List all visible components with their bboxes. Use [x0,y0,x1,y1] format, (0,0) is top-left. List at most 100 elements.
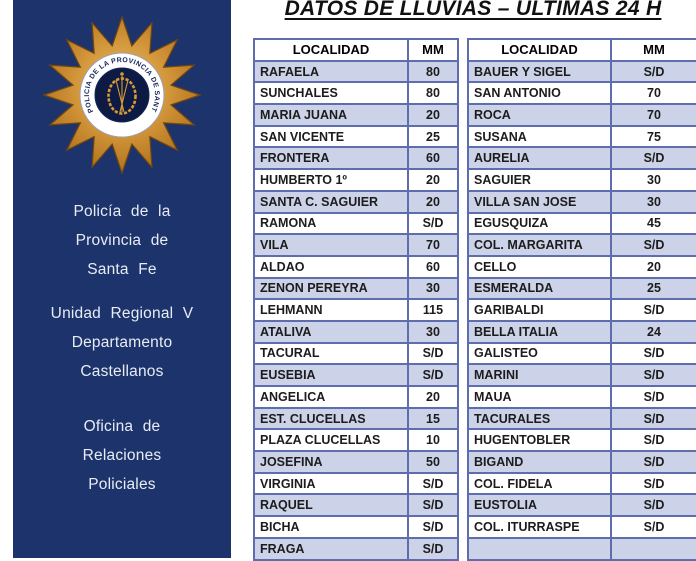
locality-cell: RAQUEL [255,495,409,518]
locality-cell: SAGUIER [469,170,612,192]
mm-cell: 20 [409,105,459,127]
unit-line: Unidad Regional V [50,305,194,322]
locality-cell: CELLO [469,256,612,279]
mm-cell: S/D [612,300,696,322]
mm-cell: S/D [612,235,696,257]
mm-cell: 20 [612,256,696,279]
mm-cell: S/D [409,365,459,387]
locality-cell: RAFAELA [255,61,409,84]
mm-cell: 30 [612,191,696,214]
mm-cell [612,538,696,561]
mm-cell: 75 [612,126,696,149]
mm-cell: S/D [409,473,459,496]
locality-cell: BAUER Y SIGEL [469,61,612,84]
locality-cell: COL. MARGARITA [469,235,612,257]
locality-cell: MARIA JUANA [255,105,409,127]
mm-cell: S/D [612,61,696,84]
locality-cell: SANTA C. SAGUIER [255,191,409,214]
mm-cell: S/D [612,473,696,496]
mm-cell: 70 [409,235,459,257]
mm-cell: 30 [409,321,459,344]
unit-line: Castellanos [80,363,164,380]
mm-cell: S/D [612,430,696,453]
locality-cell: GARIBALDI [469,300,612,322]
locality-cell: RAMONA [255,213,409,236]
column-header: MM [612,40,696,62]
mm-cell: S/D [409,538,459,561]
office-line: Policiales [88,476,156,493]
locality-cell: ALDAO [255,256,409,279]
locality-cell: JOSEFINA [255,452,409,474]
mm-cell: 25 [612,278,696,301]
locality-cell: COL. FIDELA [469,473,612,496]
mm-cell: 115 [409,300,459,322]
org-name: Policía de la Provincia de Santa Fe [13,197,231,284]
police-badge: POLICIA DE LA PROVINCIA DE SANTA FE [37,10,207,180]
rain-table-right: LOCALIDAD MM BAUER Y SIGEL S/D SAN ANTONIO 70… [467,38,696,561]
locality-cell: COL. ITURRASPE [469,517,612,539]
rain-table: LOCALIDAD MM RAFAELA 80 SUNCHALES 80 MARIA JUA… [253,38,696,561]
locality-cell: BELLA ITALIA [469,321,612,344]
locality-cell: SAN ANTONIO [469,83,612,106]
locality-cell: TACURAL [255,343,409,366]
office-line: Oficina de [83,418,161,435]
mm-cell: 80 [409,61,459,84]
rain-table-left: LOCALIDAD MM RAFAELA 80 SUNCHALES 80 MARIA JUA… [253,38,459,561]
locality-cell: VILLA SAN JOSE [469,191,612,214]
locality-cell: BICHA [255,517,409,539]
locality-cell: ZENON PEREYRA [255,278,409,301]
mm-cell: S/D [612,343,696,366]
office-name: Oficina de Relaciones Policiales [13,412,231,499]
locality-cell: VILA [255,235,409,257]
mm-cell: 15 [409,408,459,431]
mm-cell: 30 [409,278,459,301]
locality-cell: HUGENTOBLER [469,430,612,453]
page-title: DATOS DE LLUVIAS – ULTIMAS 24 H [284,0,662,20]
unit-name: Unidad Regional V Departamento Castellan… [13,299,231,386]
org-line: Policía de la [73,203,171,220]
mm-cell: 20 [409,387,459,409]
mm-cell: S/D [612,408,696,431]
locality-cell: ROCA [469,105,612,127]
locality-cell: FRONTERA [255,148,409,171]
locality-cell: MARINI [469,365,612,387]
locality-cell: EUSEBIA [255,365,409,387]
mm-cell: S/D [612,387,696,409]
org-line: Santa Fe [87,261,157,278]
mm-cell: 50 [409,452,459,474]
mm-cell: S/D [409,517,459,539]
mm-cell: 10 [409,430,459,453]
mm-cell: S/D [409,343,459,366]
badge-wreath [107,72,137,115]
locality-cell: FRAGA [255,538,409,561]
locality-cell: PLAZA CLUCELLAS [255,430,409,453]
mm-cell: S/D [409,213,459,236]
mm-cell: S/D [409,495,459,518]
column-header: LOCALIDAD [469,40,612,62]
office-line: Relaciones [82,447,162,464]
mm-cell: 24 [612,321,696,344]
locality-cell [469,538,612,561]
police-badge-emblem: POLICIA DE LA PROVINCIA DE SANTA FE [42,15,202,175]
locality-cell: VIRGINIA [255,473,409,496]
locality-cell: BIGAND [469,452,612,474]
mm-cell: S/D [612,148,696,171]
locality-cell: EUSTOLIA [469,495,612,518]
org-line: Provincia de [75,232,169,249]
locality-cell: LEHMANN [255,300,409,322]
locality-cell: EST. CLUCELLAS [255,408,409,431]
unit-line: Departamento [71,334,173,351]
column-header: MM [409,40,459,62]
mm-cell: 60 [409,256,459,279]
mm-cell: 45 [612,213,696,236]
mm-cell: 20 [409,191,459,214]
mm-cell: S/D [612,365,696,387]
locality-cell: SUNCHALES [255,83,409,106]
locality-cell: TACURALES [469,408,612,431]
mm-cell: 80 [409,83,459,106]
mm-cell: 20 [409,170,459,192]
police-sidebar: POLICIA DE LA PROVINCIA DE SANTA FE Poli… [13,0,231,558]
locality-cell: AURELIA [469,148,612,171]
locality-cell: ESMERALDA [469,278,612,301]
